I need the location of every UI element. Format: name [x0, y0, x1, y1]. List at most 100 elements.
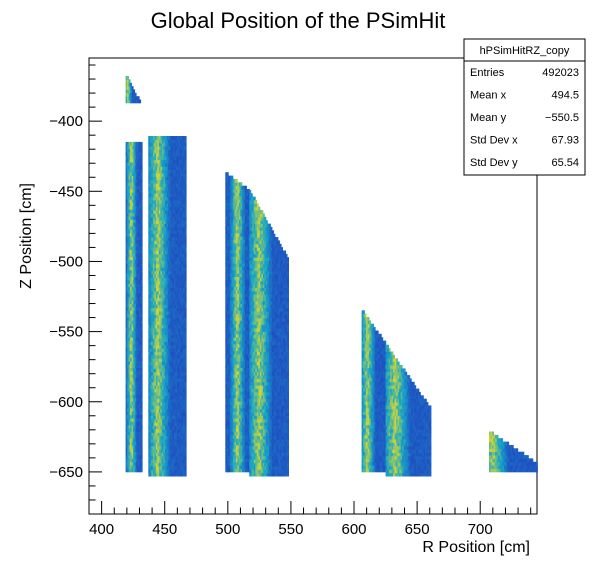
heatmap-cell: [152, 146, 155, 150]
heatmap-cell: [139, 465, 142, 469]
heatmap-cell: [152, 196, 155, 201]
heatmap-cell: [127, 89, 129, 94]
heatmap-cell: [128, 79, 131, 84]
heatmap-cell: [134, 347, 137, 352]
heatmap-cell: [131, 451, 134, 456]
heatmap-cell: [183, 277, 185, 282]
heatmap-cell: [171, 388, 173, 393]
heatmap-cell: [180, 418, 182, 423]
heatmap-cell: [151, 226, 154, 231]
heatmap-cell: [140, 434, 143, 439]
heatmap-cell: [137, 222, 140, 227]
heatmap-cell: [245, 340, 247, 345]
heatmap-cell: [246, 367, 249, 372]
heatmap-cell: [183, 321, 185, 325]
heatmap-cell: [157, 341, 160, 346]
heatmap-cell: [140, 256, 143, 261]
heatmap-cell: [238, 300, 241, 304]
heatmap-cell: [130, 189, 132, 193]
heatmap-cell: [133, 387, 136, 392]
heatmap-cell: [226, 330, 229, 335]
heatmap-cell: [128, 397, 131, 402]
heatmap-cell: [165, 452, 167, 457]
heatmap-cell: [177, 280, 179, 285]
heatmap-cell: [137, 259, 140, 264]
heatmap-cell: [152, 156, 155, 160]
heatmap-cell: [161, 173, 164, 177]
heatmap-cell: [137, 455, 140, 459]
heatmap-cell: [161, 280, 164, 285]
heatmap-cell: [177, 344, 179, 349]
heatmap-cell: [177, 388, 179, 393]
heatmap-cell: [225, 175, 228, 180]
heatmap-cell: [133, 330, 136, 335]
heatmap-cell: [234, 343, 237, 348]
heatmap-cell: [158, 260, 161, 265]
heatmap-cell: [178, 418, 181, 423]
heatmap-cell: [171, 338, 173, 342]
heatmap-cell: [158, 243, 161, 248]
heatmap-cell: [174, 391, 176, 396]
heatmap-cell: [136, 99, 139, 104]
heatmap-cell: [225, 381, 228, 385]
heatmap-cell: [152, 466, 155, 470]
heatmap-cell: [178, 200, 181, 204]
heatmap-cell: [226, 431, 229, 436]
heatmap-cell: [168, 226, 170, 231]
heatmap-cell: [245, 239, 247, 244]
heatmap-cell: [136, 239, 139, 244]
heatmap-cell: [154, 287, 157, 292]
heatmap-cell: [154, 429, 157, 433]
heatmap-cell: [183, 223, 185, 228]
heatmap-cell: [169, 378, 172, 383]
heatmap-cell: [235, 195, 238, 200]
heatmap-cell: [228, 370, 231, 375]
heatmap-cell: [161, 405, 164, 410]
heatmap-cell: [180, 391, 182, 396]
heatmap-cell: [237, 438, 240, 442]
heatmap-cell: [226, 209, 229, 214]
heatmap-cell: [128, 189, 131, 193]
heatmap-cell: [166, 146, 169, 150]
heatmap-cell: [183, 439, 185, 443]
heatmap-cell: [168, 459, 170, 464]
heatmap-cell: [238, 431, 241, 436]
heatmap-cell: [161, 388, 164, 393]
heatmap-cell: [131, 360, 134, 365]
heatmap-cell: [163, 371, 166, 376]
heatmap-cell: [169, 375, 172, 379]
heatmap-cell: [157, 331, 160, 336]
heatmap-cell: [136, 276, 139, 281]
heatmap-cell: [181, 331, 184, 336]
heatmap-cell: [238, 370, 241, 375]
heatmap-cell: [178, 334, 181, 339]
heatmap-cell: [140, 226, 143, 230]
heatmap-cell: [242, 276, 244, 281]
heatmap-cell: [161, 284, 164, 288]
heatmap-cell: [169, 334, 172, 339]
heatmap-cell: [155, 193, 158, 198]
heatmap-cell: [137, 350, 140, 355]
heatmap-cell: [133, 327, 136, 331]
heatmap-cell: [242, 367, 244, 372]
heatmap-cell: [183, 324, 185, 329]
heatmap-cell: [165, 395, 167, 400]
heatmap-cell: [125, 82, 128, 87]
heatmap-cell: [237, 350, 240, 355]
heatmap-cell: [148, 216, 151, 221]
heatmap-cell: [158, 179, 161, 184]
heatmap-cell: [154, 365, 157, 369]
heatmap-cell: [248, 387, 250, 392]
heatmap-cell: [246, 414, 249, 419]
heatmap-cell: [225, 182, 228, 187]
heatmap-cell: [151, 136, 154, 140]
heatmap-cell: [137, 269, 140, 274]
heatmap-cell: [137, 330, 140, 335]
heatmap-cell: [171, 351, 173, 356]
heatmap-cell: [131, 199, 134, 203]
heatmap-cell: [175, 422, 178, 426]
heatmap-cell: [169, 381, 172, 386]
heatmap-cell: [125, 162, 128, 166]
heatmap-cell: [128, 232, 131, 237]
heatmap-cell: [177, 210, 179, 214]
